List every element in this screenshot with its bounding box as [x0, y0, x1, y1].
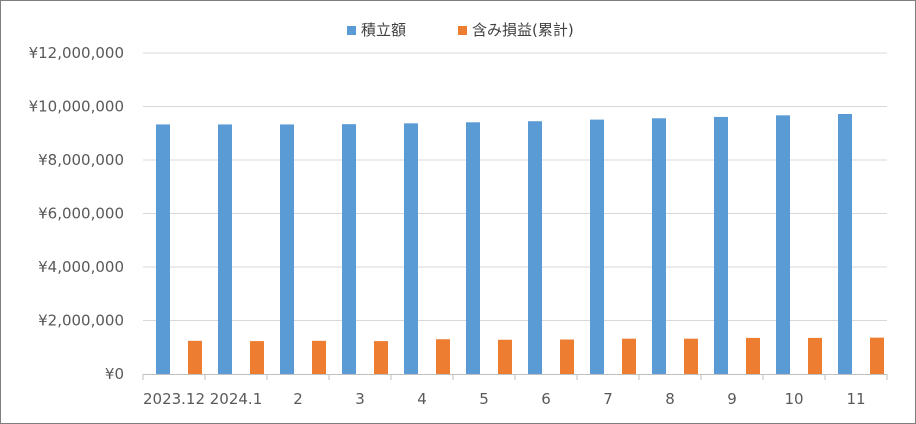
y-tick-label: ¥12,000,000 — [29, 44, 124, 62]
x-tick-label: 10 — [784, 390, 803, 408]
bar-tsumitate — [342, 124, 356, 374]
y-axis-tick-labels: ¥0 ¥2,000,000 ¥4,000,000 ¥6,000,000 ¥8,000,0… — [29, 44, 124, 383]
bar-fukumi-soneki — [746, 337, 760, 374]
bar-tsumitate — [652, 118, 666, 375]
legend-label: 積立額 — [361, 21, 406, 39]
bar-tsumitate — [776, 115, 790, 374]
bar-tsumitate — [280, 124, 294, 374]
x-tick-label: 2 — [293, 390, 303, 408]
y-tick-label: ¥4,000,000 — [38, 258, 124, 276]
bar-tsumitate — [714, 116, 728, 375]
x-tick-label: 6 — [541, 390, 551, 408]
x-tick-label: 2024.1 — [210, 390, 263, 408]
bar-fukumi-soneki — [870, 337, 884, 374]
x-axis-tick-labels: 2023.12 2024.1 2 3 4 5 6 7 8 9 10 11 — [143, 390, 866, 408]
bar-tsumitate — [466, 122, 480, 374]
bar-tsumitate — [156, 124, 170, 374]
gridlines — [143, 52, 887, 321]
bar-tsumitate — [590, 119, 604, 374]
x-tick-label: 4 — [417, 390, 427, 408]
bar-fukumi-soneki — [684, 338, 698, 374]
bar-fukumi-soneki — [560, 339, 574, 374]
bar-fukumi-soneki — [808, 337, 822, 374]
y-tick-label: ¥6,000,000 — [38, 205, 124, 223]
bars — [156, 113, 884, 375]
x-tick-label: 2023.12 — [143, 390, 205, 408]
y-tick-label: ¥10,000,000 — [29, 98, 124, 116]
legend: 積立額 含み損益(累計) — [347, 21, 574, 39]
x-axis — [142, 374, 888, 380]
bar-tsumitate — [838, 113, 852, 375]
bar-fukumi-soneki — [250, 341, 264, 374]
y-tick-label: ¥0 — [105, 365, 124, 383]
x-tick-label: 3 — [355, 390, 365, 408]
legend-swatch — [347, 26, 356, 35]
bar-tsumitate — [218, 124, 232, 374]
bar-fukumi-soneki — [498, 339, 512, 374]
x-tick-label: 8 — [665, 390, 675, 408]
x-tick-label: 11 — [846, 390, 865, 408]
legend-label: 含み損益(累計) — [472, 21, 574, 39]
x-tick-label: 7 — [603, 390, 613, 408]
x-tick-label: 5 — [479, 390, 489, 408]
bar-tsumitate — [404, 123, 418, 374]
bar-fukumi-soneki — [436, 339, 450, 374]
y-tick-label: ¥2,000,000 — [38, 312, 124, 330]
bar-fukumi-soneki — [312, 340, 326, 374]
bar-fukumi-soneki — [374, 341, 388, 374]
bar-fukumi-soneki — [188, 340, 202, 374]
bar-tsumitate — [528, 121, 542, 375]
bar-fukumi-soneki — [622, 338, 636, 374]
y-tick-label: ¥8,000,000 — [38, 151, 124, 169]
x-tick-label: 9 — [727, 390, 737, 408]
legend-swatch — [458, 26, 467, 35]
